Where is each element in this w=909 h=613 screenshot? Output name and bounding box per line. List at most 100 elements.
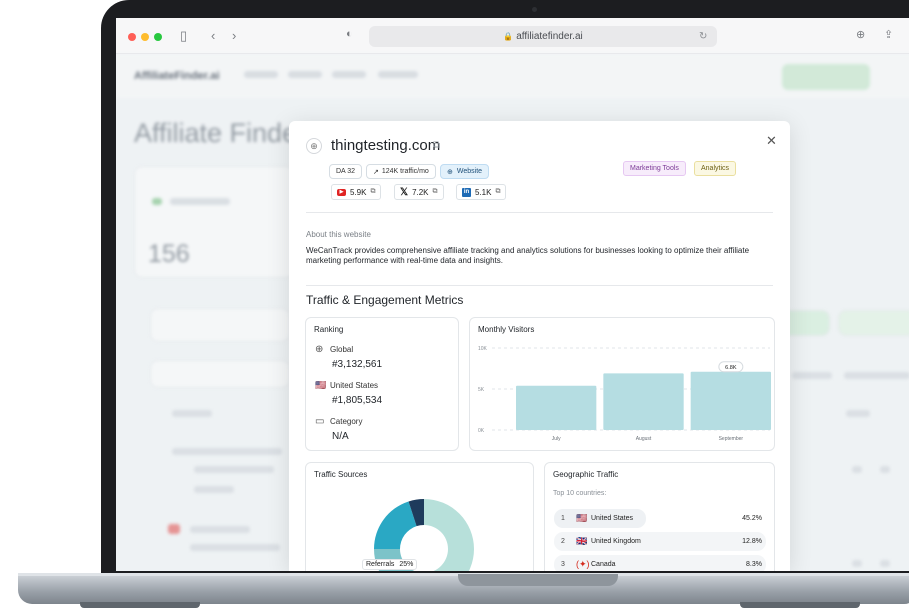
website-detail-modal: ✕ ⊕ thingtesting.com ⧉ DA 32 ↗ 124K traf… [289, 121, 790, 571]
youtube-link[interactable]: ▶ 5.9K ⧉ [331, 184, 382, 200]
domain-authority-badge: DA 32 [329, 164, 363, 179]
referrals-label: Referrals [366, 561, 395, 568]
x-icon: 𝕏 [400, 186, 409, 198]
background-nav-link [332, 71, 366, 78]
share-icon[interactable]: ⇪ [884, 29, 894, 41]
background-nav-link [288, 71, 322, 78]
laptop-foot [80, 602, 200, 608]
data-label-box [718, 361, 744, 373]
country-name: Canada [591, 561, 616, 568]
country-row-highlight [554, 509, 646, 528]
country-row-highlight [554, 555, 766, 571]
country-rank-value: #1,805,534 [332, 395, 383, 406]
background-line [844, 372, 909, 379]
background-line [852, 560, 862, 567]
geographic-title: Geographic Traffic [553, 470, 619, 479]
y-tick-label: 0K [478, 428, 485, 434]
x-link[interactable]: 𝕏 7.2K ⧉ [394, 184, 444, 200]
background-line [170, 198, 230, 205]
sidebar-icon[interactable]: ▯ [180, 28, 188, 43]
bar [603, 373, 684, 430]
traffic-sources-chart [374, 499, 474, 571]
country-pct: 12.8% [742, 538, 762, 545]
external-link-icon: ⧉ [495, 188, 501, 195]
about-text: WeCanTrack provides comprehensive affili… [306, 246, 750, 265]
linkedin-link[interactable]: in 5.1K ⧉ [456, 184, 507, 200]
site-title: thingtesting.com [331, 137, 441, 154]
background-search [150, 360, 290, 388]
category-tag: Analytics [694, 161, 737, 176]
divider [306, 285, 773, 286]
background-line [880, 560, 890, 567]
pie-slice [424, 499, 474, 571]
monthly-visitors-card: Monthly Visitors 0K 5K 10K July August Septem… [469, 317, 775, 451]
country-rank-label: United States [330, 381, 379, 390]
x-count: 7.2K [412, 187, 429, 197]
url-text: affiliatefinder.ai [516, 31, 583, 42]
background-title: Affiliate Finder [134, 118, 307, 148]
monthly-visitors-title: Monthly Visitors [478, 325, 535, 334]
country-row[interactable]: 1 🇺🇸 United States 45.2% [554, 509, 766, 528]
external-link-icon: ⧉ [432, 188, 438, 195]
us-flag-icon: 🇺🇸 [576, 513, 588, 523]
address-bar[interactable]: 🔒 affiliatefinder.ai ↻ [369, 26, 717, 47]
folder-icon: ▭ [315, 416, 325, 427]
background-line [172, 448, 282, 455]
background-nav-link [244, 71, 278, 78]
maximize-window-button[interactable] [154, 33, 162, 41]
close-icon[interactable]: ✕ [766, 133, 777, 148]
country-row[interactable]: 3 (✦) Canada 8.3% [554, 555, 766, 571]
pie-slice [374, 501, 417, 549]
referrals-pct: 25% [399, 561, 414, 568]
metrics-title: Traffic & Engagement Metrics [306, 293, 464, 307]
country-row[interactable]: 2 🇬🇧 United Kingdom 12.8% [554, 532, 766, 551]
geographic-subtitle: Top 10 countries: [553, 490, 607, 497]
linkedin-icon: in [462, 187, 471, 197]
background-nav: AffiliateFinder.ai [116, 54, 909, 98]
download-icon[interactable]: ⊕ [856, 29, 866, 41]
minimize-window-button[interactable] [141, 33, 149, 41]
youtube-icon: ▶ [337, 188, 346, 196]
canada-flag-icon: (✦) [576, 559, 590, 569]
reload-icon[interactable]: ↻ [699, 31, 708, 42]
background-line [194, 486, 234, 493]
background-line [880, 466, 890, 473]
background-primary-button [782, 64, 870, 90]
external-link-icon: ⧉ [370, 188, 376, 195]
bar [690, 371, 772, 430]
globe-icon: ⊕ [447, 168, 453, 176]
lock-icon: 🔒 [503, 32, 514, 41]
x-tick-label: July [552, 436, 561, 442]
laptop-foot [740, 602, 860, 608]
website-link-badge[interactable]: ⊕ Website [440, 164, 490, 179]
close-window-button[interactable] [128, 33, 136, 41]
background-line [172, 410, 212, 417]
background-line [152, 198, 162, 205]
country-pct: 8.3% [746, 561, 762, 568]
back-icon[interactable]: ‹ [211, 28, 216, 43]
global-rank-value: #3,132,561 [332, 359, 383, 370]
ranking-card: Ranking ⊕ Global #3,132,561 🇺🇸 United St… [305, 317, 459, 451]
category-tag: Marketing Tools [623, 161, 686, 176]
forward-icon[interactable]: › [232, 28, 237, 43]
background-filter-bar [150, 308, 290, 342]
traffic-sources-card: Traffic Sources Referrals 25% [305, 462, 534, 571]
country-rank: 3 [561, 561, 565, 568]
background-line [190, 544, 280, 551]
external-link-icon[interactable]: ⧉ [433, 140, 441, 151]
shield-icon[interactable]: ◐ [346, 28, 353, 40]
category-rank-value: N/A [332, 431, 349, 442]
background-line [168, 524, 180, 534]
y-tick-label: 10K [478, 346, 488, 352]
category-rank-label: Category [330, 417, 363, 426]
divider [306, 212, 773, 213]
laptop-notch [458, 574, 618, 586]
country-rank: 2 [561, 538, 565, 545]
background-nav-link [378, 71, 418, 78]
background-line [792, 372, 832, 379]
traffic-sources-title: Traffic Sources [314, 470, 368, 479]
country-rank: 1 [561, 515, 565, 522]
youtube-count: 5.9K [350, 187, 367, 197]
referrals-callout: Referrals 25% [362, 559, 418, 570]
